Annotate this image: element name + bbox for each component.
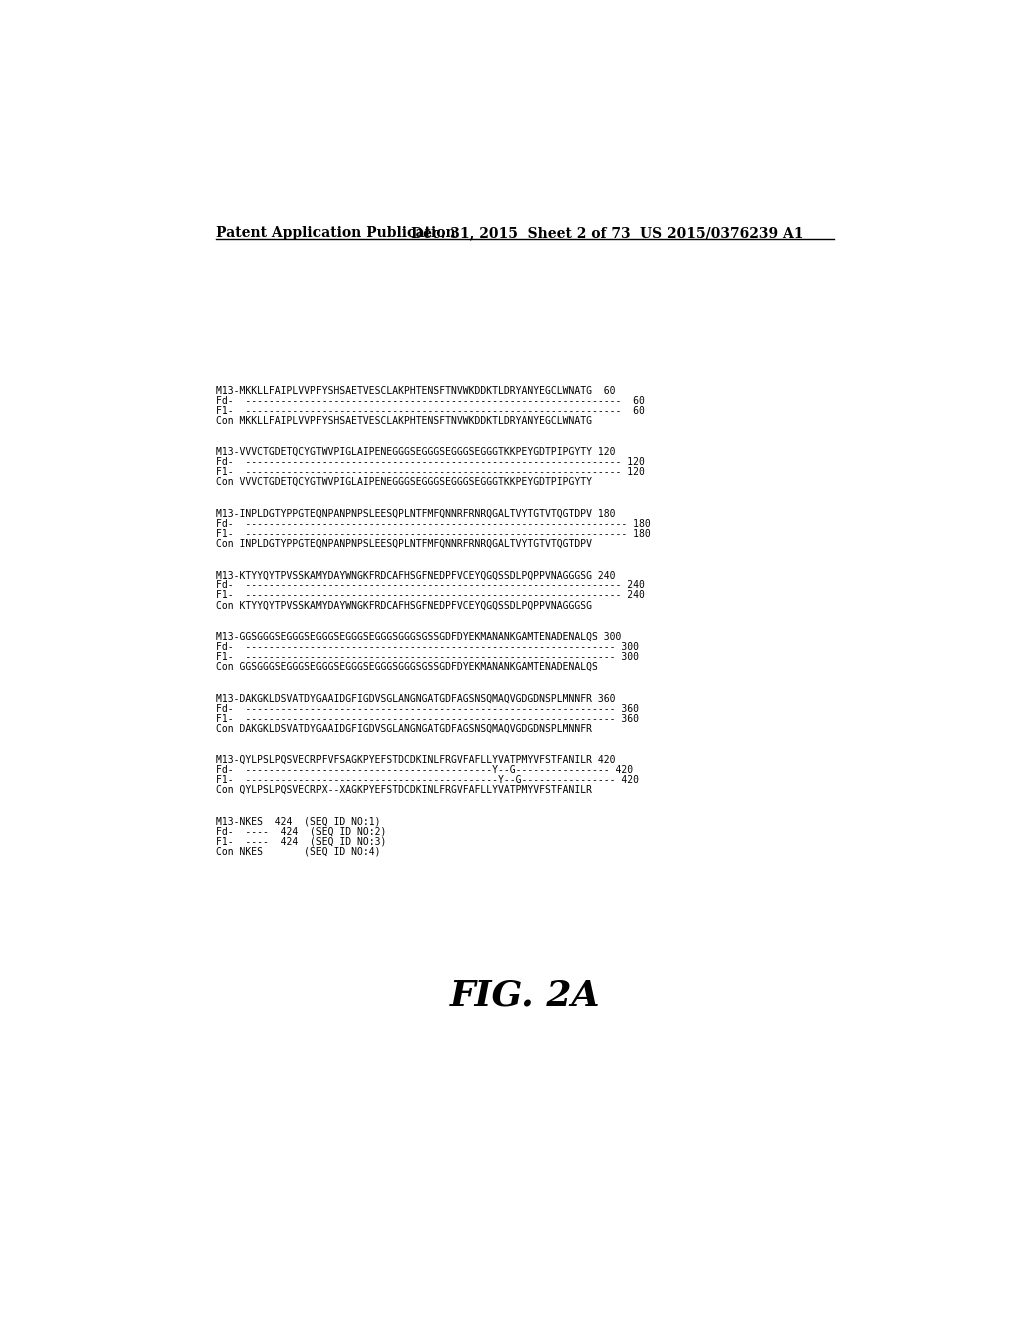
Text: Con MKKLLFAIPLVVPFYSHSAETVESCLAKPHTENSFTNVWKDDKTLDRYANYEGCLWNATG: Con MKKLLFAIPLVVPFYSHSAETVESCLAKPHTENSFT…: [216, 416, 592, 425]
Text: M13-VVVCTGDETQCYGTWVPIGLAIPENEGGGSEGGGSEGGGSEGGGTKKPEYGDTPIPGYTY 120: M13-VVVCTGDETQCYGTWVPIGLAIPENEGGGSEGGGSE…: [216, 447, 615, 457]
Text: Con NKES       (SEQ ID NO:4): Con NKES (SEQ ID NO:4): [216, 847, 380, 857]
Text: Fd-  ----------------------------------------------------------------- 180: Fd- ------------------------------------…: [216, 519, 650, 529]
Text: F1-  --------------------------------------------------------------- 360: F1- ------------------------------------…: [216, 714, 639, 723]
Text: Fd-  ------------------------------------------Y--G---------------- 420: Fd- ------------------------------------…: [216, 766, 633, 775]
Text: F1-  ---------------------------------------------------------------- 120: F1- ------------------------------------…: [216, 467, 644, 477]
Text: F1-  ----------------------------------------------------------------  60: F1- ------------------------------------…: [216, 405, 644, 416]
Text: Fd-  ---------------------------------------------------------------- 120: Fd- ------------------------------------…: [216, 457, 644, 467]
Text: Con KTYYQYTPVSSKAMYDAYWNGKFRDCAFHSGFNEDPFVCEYQGQSSDLPQPPVNAGGGSG: Con KTYYQYTPVSSKAMYDAYWNGKFRDCAFHSGFNEDP…: [216, 601, 592, 610]
Text: Dec. 31, 2015  Sheet 2 of 73: Dec. 31, 2015 Sheet 2 of 73: [411, 226, 631, 240]
Text: M13-DAKGKLDSVATDYGAAIDGFIGDVSGLANGNGATGDFAGSNSQMAQVGDGDNSPLMNNFR 360: M13-DAKGKLDSVATDYGAAIDGFIGDVSGLANGNGATGD…: [216, 693, 615, 704]
Text: F1-  ---------------------------------------------------------------- 240: F1- ------------------------------------…: [216, 590, 644, 601]
Text: Con QYLPSLPQSVECRPX--XAGKPYEFSTDCDKINLFRGVFAFLLYVATPMYVFSTFANILR: Con QYLPSLPQSVECRPX--XAGKPYEFSTDCDKINLFR…: [216, 785, 592, 795]
Text: Con DAKGKLDSVATDYGAAIDGFIGDVSGLANGNGATGDFAGSNSQMAQVGDGDNSPLMNNFR: Con DAKGKLDSVATDYGAAIDGFIGDVSGLANGNGATGD…: [216, 723, 592, 734]
Text: F1-  --------------------------------------------------------------- 300: F1- ------------------------------------…: [216, 652, 639, 661]
Text: Fd-  --------------------------------------------------------------- 300: Fd- ------------------------------------…: [216, 642, 639, 652]
Text: Fd-  ----------------------------------------------------------------  60: Fd- ------------------------------------…: [216, 396, 644, 405]
Text: M13-NKES  424  (SEQ ID NO:1): M13-NKES 424 (SEQ ID NO:1): [216, 817, 380, 826]
Text: Con VVVCTGDETQCYGTWVPIGLAIPENEGGGSEGGGSEGGGSEGGGTKKPEYGDTPIPGYTY: Con VVVCTGDETQCYGTWVPIGLAIPENEGGGSEGGGSE…: [216, 478, 592, 487]
Text: Patent Application Publication: Patent Application Publication: [216, 226, 456, 240]
Text: M13-MKKLLFAIPLVVPFYSHSAETVESCLAKPHTENSFTNVWKDDKTLDRYANYEGCLWNATG  60: M13-MKKLLFAIPLVVPFYSHSAETVESCLAKPHTENSFT…: [216, 385, 615, 396]
Text: F1-  -------------------------------------------Y--G---------------- 420: F1- ------------------------------------…: [216, 775, 639, 785]
Text: M13-QYLPSLPQSVECRPFVFSAGKPYEFSTDCDKINLFRGVFAFLLYVATPMYVFSTFANILR 420: M13-QYLPSLPQSVECRPFVFSAGKPYEFSTDCDKINLFR…: [216, 755, 615, 766]
Text: Fd-  ----  424  (SEQ ID NO:2): Fd- ---- 424 (SEQ ID NO:2): [216, 826, 386, 837]
Text: Fd-  ---------------------------------------------------------------- 240: Fd- ------------------------------------…: [216, 581, 644, 590]
Text: US 2015/0376239 A1: US 2015/0376239 A1: [640, 226, 803, 240]
Text: M13-INPLDGTYPPGTEQNPANPNPSLEESQPLNTFMFQNNRFRNRQGALTVYTGTVTQGTDPV 180: M13-INPLDGTYPPGTEQNPANPNPSLEESQPLNTFMFQN…: [216, 508, 615, 519]
Text: M13-KTYYQYTPVSSKAMYDAYWNGKFRDCAFHSGFNEDPFVCEYQGQSSDLPQPPVNAGGGSG 240: M13-KTYYQYTPVSSKAMYDAYWNGKFRDCAFHSGFNEDP…: [216, 570, 615, 581]
Text: M13-GGSGGGSEGGGSEGGGSEGGGSEGGGSGGGSGSSGDFDYEKMANANKGAMTENADENALQS 300: M13-GGSGGGSEGGGSEGGGSEGGGSEGGGSGGGSGSSGD…: [216, 632, 621, 642]
Text: F1-  ----  424  (SEQ ID NO:3): F1- ---- 424 (SEQ ID NO:3): [216, 837, 386, 846]
Text: Fd-  --------------------------------------------------------------- 360: Fd- ------------------------------------…: [216, 704, 639, 714]
Text: Con INPLDGTYPPGTEQNPANPNPSLEESQPLNTFMFQNNRFRNRQGALTVYTGTVTQGTDPV: Con INPLDGTYPPGTEQNPANPNPSLEESQPLNTFMFQN…: [216, 539, 592, 549]
Text: Con GGSGGGSEGGGSEGGGSEGGGSEGGGSGGGSGSSGDFDYEKMANANKGAMTENADENALQS: Con GGSGGGSEGGGSEGGGSEGGGSEGGGSGGGSGSSGD…: [216, 663, 597, 672]
Text: FIG. 2A: FIG. 2A: [450, 978, 600, 1012]
Text: F1-  ----------------------------------------------------------------- 180: F1- ------------------------------------…: [216, 529, 650, 539]
